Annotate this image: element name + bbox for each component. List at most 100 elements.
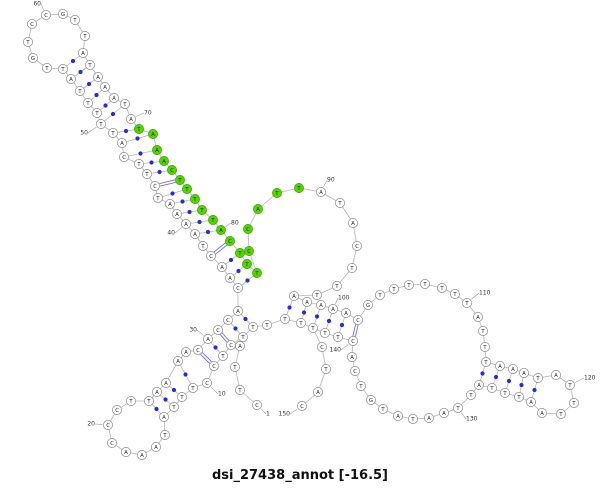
nucleotide-letter: A [112, 96, 116, 102]
nucleotide-node: T [58, 64, 68, 74]
nucleotide-letter: C [246, 227, 250, 233]
nucleotide-letter: A [193, 232, 197, 238]
nucleotide-node: T [356, 381, 366, 391]
nucleotide-circle [363, 300, 373, 310]
nucleotide-circle-annotated [272, 188, 282, 198]
nucleotide-node: C [202, 378, 212, 388]
nucleotide-node: T [175, 175, 185, 185]
nucleotide-circle [348, 218, 358, 228]
nucleotide-node: A [313, 387, 323, 397]
nucleotide-letter: C [110, 441, 114, 447]
pair-bonds [62, 52, 539, 418]
nucleotide-letter: T [146, 399, 151, 405]
nucleotide-node: T [262, 320, 272, 330]
position-label: 60 [33, 1, 41, 8]
nucleotide-circle [161, 378, 171, 388]
nucleotide-circle [474, 380, 484, 390]
nucleotide-node: A [181, 219, 191, 229]
nucleotide-circle [347, 263, 357, 273]
nucleotide-node: T [235, 385, 245, 395]
basepair-dot [123, 128, 129, 134]
nucleotide-circle [230, 362, 240, 372]
nucleotide-letter: A [103, 85, 107, 91]
nucleotide-node: A [289, 291, 299, 301]
basepair-double-line [354, 324, 359, 337]
nucleotide-node: A [424, 413, 434, 423]
nucleotide-circle [169, 402, 179, 412]
position-label: 140 [330, 347, 342, 354]
nucleotide-circle-annotated [216, 225, 226, 235]
nucleotide-node: G [28, 53, 38, 63]
nucleotide-circle [120, 99, 130, 109]
nucleotide-circle [453, 403, 463, 413]
nucleotide-letter: C [170, 168, 174, 174]
nucleotide-letter: T [128, 399, 133, 405]
nucleotide-letter: A [331, 307, 335, 313]
nucleotide-circle [341, 308, 351, 318]
nucleotide-node: T [92, 108, 102, 118]
basepair-dot [154, 406, 159, 412]
basepair-dot [339, 322, 345, 328]
nucleotide-circle [556, 409, 566, 419]
nucleotide-letter: T [349, 266, 354, 272]
nucleotide-node: A [93, 72, 103, 82]
nucleotide-letter: A [554, 373, 558, 379]
nucleotide-circle [28, 53, 38, 63]
nucleotide-node: T [134, 124, 144, 134]
nucleotide-letter: T [468, 393, 473, 399]
basepair-dot [110, 111, 116, 117]
nucleotide-letter: T [82, 34, 87, 40]
nucleotide-circle [248, 322, 258, 332]
basepair-double-line [219, 334, 228, 343]
nucleotide-circle-annotated [208, 215, 218, 225]
nucleotide-circle [41, 10, 51, 20]
nucleotide-letter: T [72, 18, 77, 24]
label-leader-line [574, 377, 585, 383]
nucleotide-circle [347, 352, 357, 362]
nucleotide-letter: T [87, 63, 92, 69]
nucleotide-letter: A [124, 450, 128, 456]
nucleotide-circle [569, 398, 579, 408]
label-leader-line [40, 3, 44, 11]
basepair-dot [180, 199, 185, 204]
basepair-double-line [352, 324, 357, 337]
nucleotide-node: A [316, 300, 326, 310]
nucleotide-node: A [66, 74, 76, 84]
nucleotide-letter: T [192, 197, 197, 203]
nucleotide-circle [356, 381, 366, 391]
nucleotide-node: A [190, 229, 200, 239]
nucleotide-letter: A [396, 414, 400, 420]
nucleotide-letter: T [298, 321, 303, 327]
nucleotide-node: T [272, 188, 282, 198]
nucleotide-circle [317, 342, 327, 352]
basepair-dot [187, 209, 192, 215]
nucleotide-node: T [153, 193, 163, 203]
nucleotide-letter: T [136, 127, 141, 133]
nucleotide-letter: C [44, 13, 48, 19]
basepair-dot [243, 316, 248, 322]
label-leader-line [225, 222, 232, 228]
nucleotide-circle-annotated [294, 183, 304, 193]
nucleotide-letter: A [176, 359, 180, 365]
nucleotide-letter: C [300, 404, 304, 410]
basepair-dot [171, 387, 177, 393]
nucleotide-circle [117, 138, 127, 148]
nucleotide-circle [223, 315, 233, 325]
position-label: 100 [338, 295, 350, 302]
nucleotide-node: C [353, 315, 363, 325]
nucleotide-node: T [160, 430, 170, 440]
label-leader-line [135, 112, 145, 117]
position-label: 90 [327, 177, 335, 184]
nucleotide-node: T [408, 414, 418, 424]
nucleotide-node: A [519, 368, 529, 378]
nucleotide-node: T [308, 323, 318, 333]
nucleotide-circle [296, 318, 306, 328]
nucleotide-circle-annotated [190, 194, 200, 204]
nucleotide-letter: T [410, 417, 415, 423]
nucleotide-circle [439, 408, 449, 418]
nucleotide-node: A [495, 361, 505, 371]
position-label: 120 [584, 375, 596, 382]
nucleotide-circle [466, 390, 476, 400]
nucleotide-circle [350, 366, 360, 376]
